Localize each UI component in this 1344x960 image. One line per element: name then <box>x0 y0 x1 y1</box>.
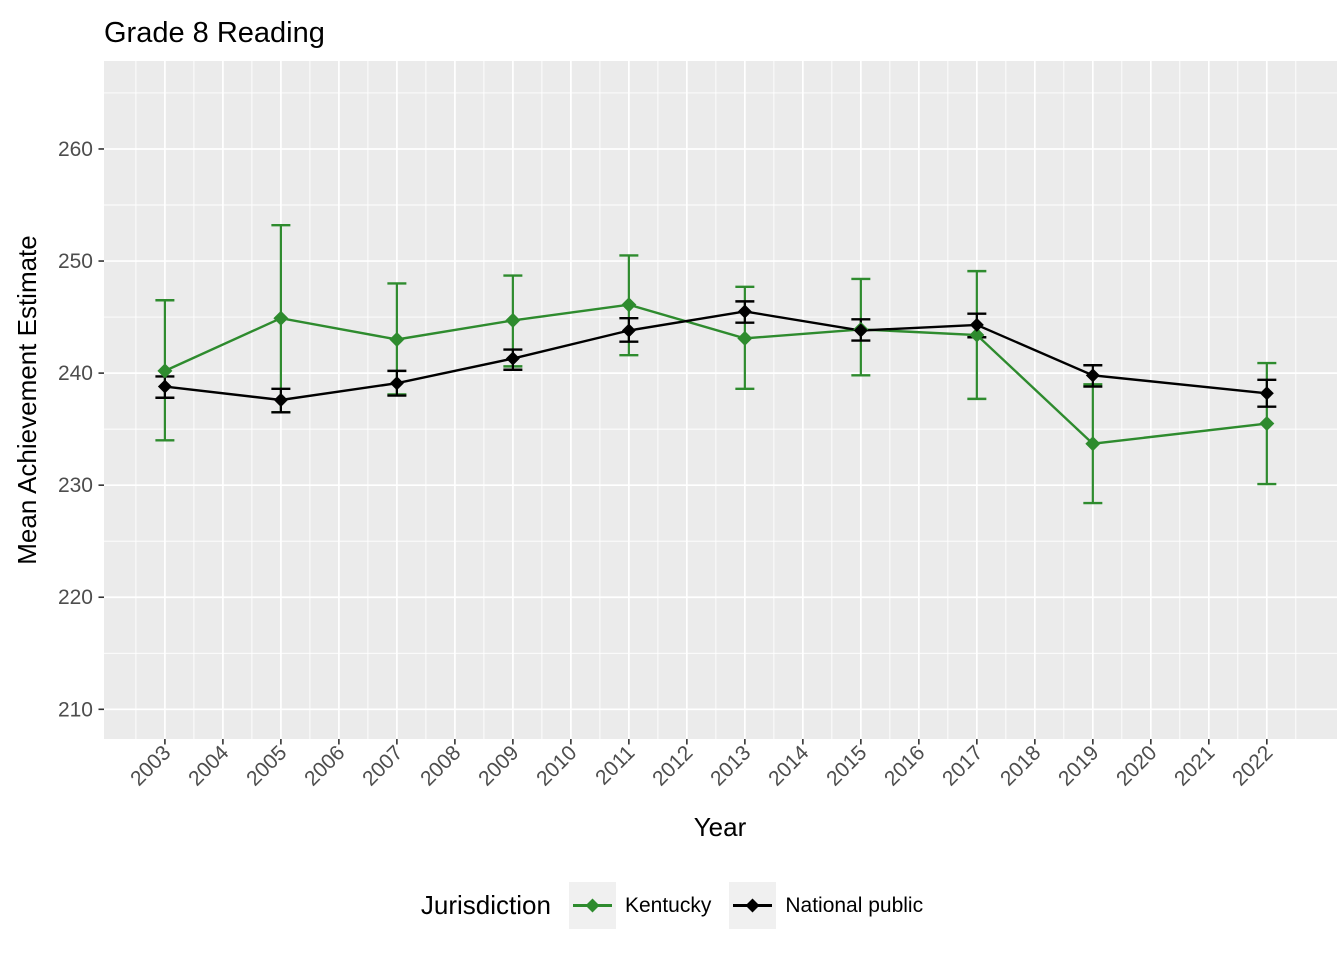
data-point-national-public <box>389 376 404 391</box>
data-point-kentucky <box>621 297 637 313</box>
data-point-national-public <box>157 379 172 394</box>
x-tick-label: 2012 <box>648 741 697 790</box>
line-chart: 2003 2004 2005 2006 2007 2008 2009 2010 2011 2012… <box>12 17 1337 842</box>
x-tick-label: 2017 <box>938 741 987 790</box>
x-tick-label: 2007 <box>358 741 407 790</box>
data-point-kentucky <box>157 363 173 379</box>
national-public-line <box>164 310 1267 402</box>
x-tick-label: 2005 <box>242 741 291 790</box>
legend-key-national-public <box>729 882 777 929</box>
y-tick-label: 260 <box>58 138 93 161</box>
x-tick-label: 2009 <box>474 741 523 790</box>
data-point-kentucky <box>273 310 289 326</box>
data-point-kentucky <box>1259 416 1275 432</box>
x-tick-label: 2004 <box>184 741 234 791</box>
x-tick-label: 2015 <box>822 741 871 790</box>
legend-label-kentucky: Kentucky <box>624 893 712 917</box>
legend-items: Kentucky National public <box>568 882 923 929</box>
data-point-national-public <box>505 351 520 366</box>
data-point-national-public <box>969 317 984 332</box>
x-tick-label: 2016 <box>880 741 929 790</box>
data-point-national-public <box>621 323 636 338</box>
y-tick-label: 240 <box>58 362 93 385</box>
x-tick-label: 2008 <box>416 741 465 790</box>
x-axis-title: Year <box>694 812 747 842</box>
x-tick-label: 2014 <box>764 741 814 791</box>
legend-glyph-icon <box>733 898 773 913</box>
x-tick-label: 2018 <box>996 741 1045 790</box>
x-tick-label: 2021 <box>1170 741 1219 790</box>
x-tick-label: 2020 <box>1112 741 1161 790</box>
data-point-kentucky <box>1085 436 1101 452</box>
data-point-kentucky <box>505 312 521 328</box>
y-tick-label: 250 <box>58 250 93 273</box>
data-point-national-public <box>1259 386 1274 401</box>
data-point-kentucky <box>969 327 985 343</box>
x-tick-label: 2013 <box>706 741 755 790</box>
data-point-national-public <box>273 393 288 407</box>
x-tick-label: 2019 <box>1054 741 1103 790</box>
legend-title: Jurisdiction <box>420 890 551 920</box>
data-point-national-public <box>737 304 752 319</box>
y-tick-label: 230 <box>58 474 93 497</box>
y-tick-label: 210 <box>58 698 93 721</box>
x-tick-label: 2003 <box>126 741 175 790</box>
x-tick-label: 2010 <box>532 741 581 790</box>
chart-title: Grade 8 Reading <box>104 17 325 49</box>
plot-area: 2003 2004 2005 2006 2007 2008 2009 2010 2011 2012… <box>58 61 1337 791</box>
y-axis-title: Mean Achievement Estimate <box>12 235 42 565</box>
x-tick-label: 2011 <box>591 741 639 789</box>
data-point-national-public <box>853 323 868 338</box>
legend-item-kentucky: Kentucky <box>568 882 712 929</box>
legend-item-national-public: National public <box>729 882 923 929</box>
x-tick-label: 2022 <box>1228 741 1277 790</box>
legend-glyph-icon <box>572 898 612 913</box>
legend: Jurisdiction Kentucky National public <box>0 882 1344 929</box>
y-tick-label: 220 <box>58 586 93 609</box>
data-point-kentucky <box>389 331 405 347</box>
data-point-kentucky <box>737 330 753 346</box>
x-tick-label: 2006 <box>300 741 349 790</box>
legend-key-kentucky <box>568 882 616 929</box>
data-point-national-public <box>1085 368 1100 383</box>
legend-label-national-public: National public <box>785 893 924 917</box>
